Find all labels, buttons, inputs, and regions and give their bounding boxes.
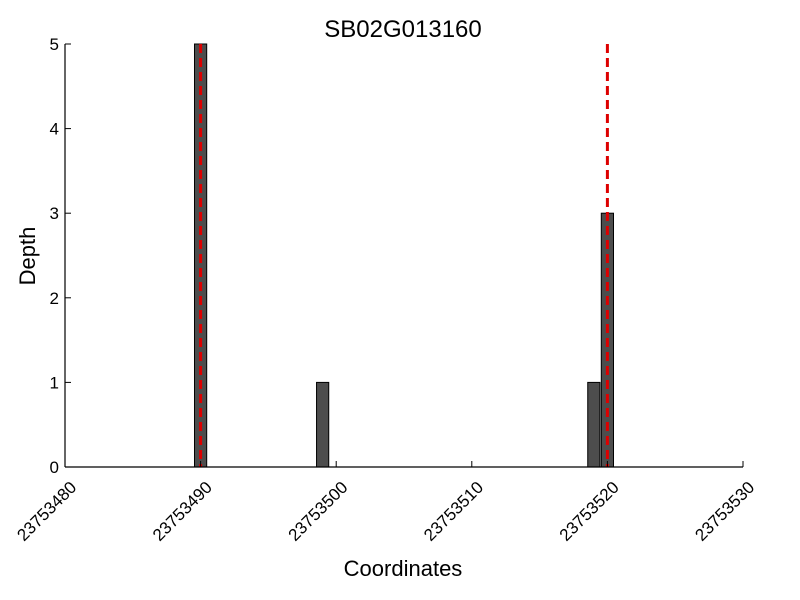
y-tick-label-0: 0 [50,458,59,477]
y-tick-label-5: 5 [50,35,59,54]
chart-title: SB02G013160 [324,16,481,43]
x-tick-label-5: 23753530 [691,478,758,545]
x-tick-label-2: 23753500 [285,478,352,545]
x-axis-label: Coordinates [344,556,463,581]
bar-1 [316,381,330,468]
y-tick-label-1: 1 [50,373,59,392]
x-tick-label-1: 23753490 [149,478,216,545]
y-tick-label-2: 2 [50,289,59,308]
y-tick-label-4: 4 [50,120,59,139]
x-tick-label-4: 23753520 [556,478,623,545]
y-tick-label-3: 3 [50,204,59,223]
x-tick-label-0: 23753480 [13,478,80,545]
axes-layer: 0 1 2 3 4 5 23753480 23753490 23753500 23753510 23… [13,35,758,545]
bar-2 [587,381,601,468]
y-axis-label: Depth [15,227,40,286]
bars-layer [193,43,615,468]
x-tick-label-3: 23753510 [420,478,487,545]
reference-lines-layer [199,44,609,467]
